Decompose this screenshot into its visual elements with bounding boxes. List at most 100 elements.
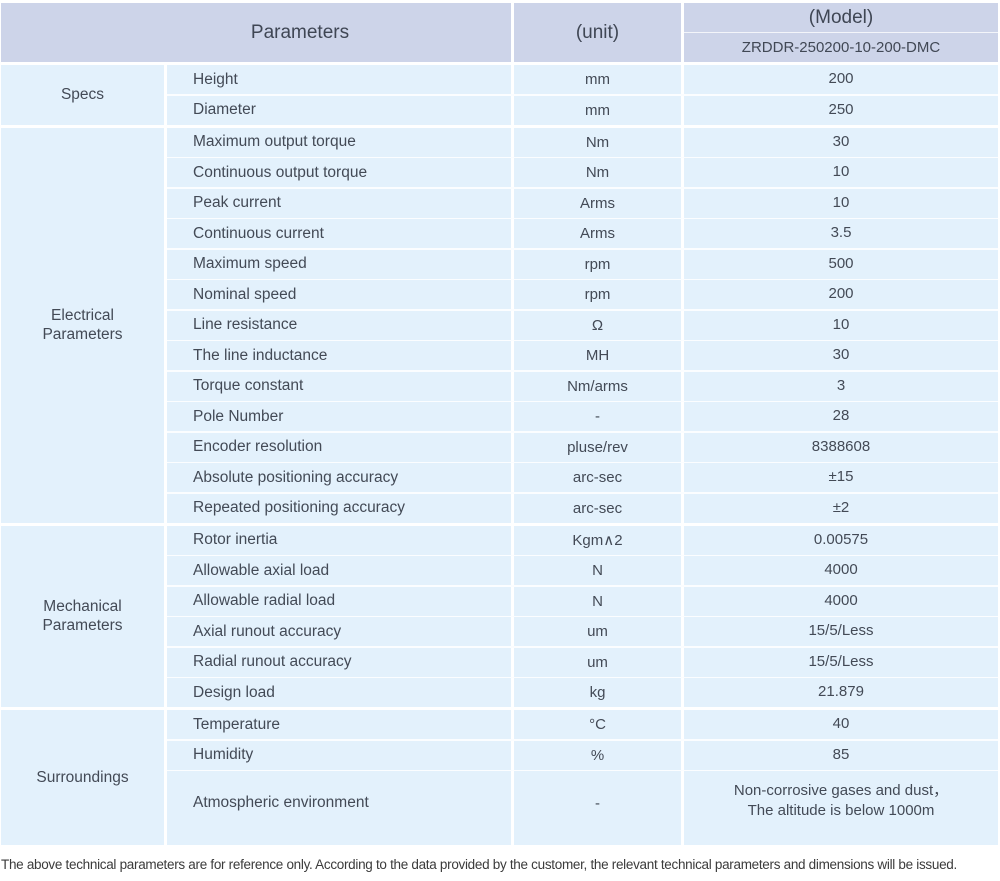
cell-name: Humidity: [167, 740, 511, 770]
table-row: Maximum speed rpm 500: [167, 249, 998, 279]
col-header-model: (Model) ZRDDR-250200-10-200-DMC: [684, 3, 998, 62]
cell-unit: arc-sec: [514, 493, 681, 523]
section-specs: Specs Height mm 200 Diameter mm 250: [1, 65, 998, 125]
cell-name: Continuous output torque: [167, 158, 511, 187]
cell-name: Radial runout accuracy: [167, 647, 511, 677]
model-number: ZRDDR-250200-10-200-DMC: [741, 39, 941, 56]
cell-value: 500: [684, 249, 998, 279]
section-surroundings: Surroundings Temperature °C 40 Humidity% 85 At…: [1, 710, 998, 845]
cell-name: Allowable axial load: [167, 556, 511, 585]
section-label: Mechanical Parameters: [1, 525, 164, 707]
section-label: Specs: [1, 65, 164, 125]
cell-value: 8388608: [684, 432, 998, 462]
table-row: Atmospheric environment - Non-corrosive ga…: [167, 771, 998, 845]
cell-unit: N: [514, 586, 681, 616]
table-row: Axial runout accuracy um 15/5/Less: [167, 617, 998, 646]
cell-name: Encoder resolution: [167, 432, 511, 462]
cell-name: Peak current: [167, 188, 511, 218]
cell-value: 40: [684, 710, 998, 739]
table-row: Height mm 200: [167, 65, 998, 94]
cell-name: Maximum output torque: [167, 127, 511, 157]
table-row: Maximum output torque Nm 30: [167, 127, 998, 157]
table-row: Repeated positioning accuracy arc-sec ±2: [167, 493, 998, 523]
cell-value: ±2: [684, 493, 998, 523]
cell-name: Continuous current: [167, 219, 511, 248]
cell-name: Diameter: [167, 95, 511, 125]
cell-value: ±15: [684, 463, 998, 492]
cell-unit: um: [514, 617, 681, 646]
table-row: Torque constant Nm/arms 3: [167, 371, 998, 401]
cell-value: 21.879: [684, 678, 998, 707]
cell-unit: Ω: [514, 310, 681, 340]
cell-name: Torque constant: [167, 371, 511, 401]
cell-unit: Arms: [514, 219, 681, 248]
cell-value: Non-corrosive gases and dust， The altitu…: [684, 771, 998, 845]
table-row: Nominal speed rpm 200: [167, 280, 998, 309]
table-row: Temperature °C 40: [167, 710, 998, 739]
cell-unit: -: [514, 402, 681, 431]
cell-unit: arc-sec: [514, 463, 681, 492]
cell-value: 28: [684, 402, 998, 431]
cell-value: 200: [684, 65, 998, 94]
cell-unit: MH: [514, 341, 681, 370]
cell-name: Temperature: [167, 710, 511, 739]
cell-unit: -: [514, 771, 681, 845]
cell-unit: Kgm∧2: [514, 525, 681, 555]
table-row: Allowable axial load N 4000: [167, 556, 998, 585]
cell-value: 0.00575: [684, 525, 998, 555]
cell-unit: kg: [514, 678, 681, 707]
cell-unit: mm: [514, 95, 681, 125]
table-row: Encoder resolution pluse/rev 8388608: [167, 432, 998, 462]
table-row: Absolute positioning accuracy arc-sec ±15: [167, 463, 998, 492]
cell-unit: rpm: [514, 249, 681, 279]
table-row: Radial runout accuracy um 15/5/Less: [167, 647, 998, 677]
cell-name: Allowable radial load: [167, 586, 511, 616]
cell-unit: mm: [514, 65, 681, 94]
table-row: Line resistance Ω 10: [167, 310, 998, 340]
table-row: Continuous current Arms 3.5: [167, 219, 998, 248]
cell-unit: um: [514, 647, 681, 677]
cell-value: 10: [684, 158, 998, 187]
cell-name: Absolute positioning accuracy: [167, 463, 511, 492]
cell-value: 15/5/Less: [684, 647, 998, 677]
section-label: Electrical Parameters: [1, 127, 164, 523]
cell-unit: %: [514, 740, 681, 770]
table-row: Rotor inertia Kgm∧2 0.00575: [167, 525, 998, 555]
cell-value: 30: [684, 341, 998, 370]
table-row: Design load kg 21.879: [167, 678, 998, 707]
cell-name: Rotor inertia: [167, 525, 511, 555]
cell-value: 30: [684, 127, 998, 157]
cell-unit: Arms: [514, 188, 681, 218]
cell-unit: Nm: [514, 127, 681, 157]
cell-name: Height: [167, 65, 511, 94]
cell-name: Pole Number: [167, 402, 511, 431]
footer-disclaimer: The above technical parameters are for r…: [1, 857, 957, 872]
cell-value: 10: [684, 188, 998, 218]
table-row: Diameter mm 250: [167, 95, 998, 125]
cell-value: 200: [684, 280, 998, 309]
cell-value: 85: [684, 740, 998, 770]
cell-name: Design load: [167, 678, 511, 707]
cell-unit: pluse/rev: [514, 432, 681, 462]
model-header-label: (Model): [684, 3, 998, 33]
cell-unit: rpm: [514, 280, 681, 309]
table-row: The line inductance MH 30: [167, 341, 998, 370]
cell-value: 10: [684, 310, 998, 340]
cell-unit: Nm/arms: [514, 371, 681, 401]
cell-value: 3: [684, 371, 998, 401]
cell-value: 4000: [684, 556, 998, 585]
table-row: Allowable radial load N 4000: [167, 586, 998, 616]
cell-name: Axial runout accuracy: [167, 617, 511, 646]
cell-name: The line inductance: [167, 341, 511, 370]
table-body: Specs Height mm 200 Diameter mm 250 Electrical …: [1, 65, 998, 845]
table-row: Peak current Arms 10: [167, 188, 998, 218]
section-mechanical: Mechanical Parameters Rotor inertia Kgm∧2 0…: [1, 525, 998, 707]
table-row: Humidity% 85: [167, 740, 998, 770]
table-row: Pole Number -28: [167, 402, 998, 431]
section-label: Surroundings: [1, 710, 164, 845]
section-electrical: Electrical Parameters Maximum output torq…: [1, 127, 998, 523]
col-header-parameters: Parameters: [1, 3, 511, 62]
cell-name: Line resistance: [167, 310, 511, 340]
cell-value: 250: [684, 95, 998, 125]
cell-value: 15/5/Less: [684, 617, 998, 646]
